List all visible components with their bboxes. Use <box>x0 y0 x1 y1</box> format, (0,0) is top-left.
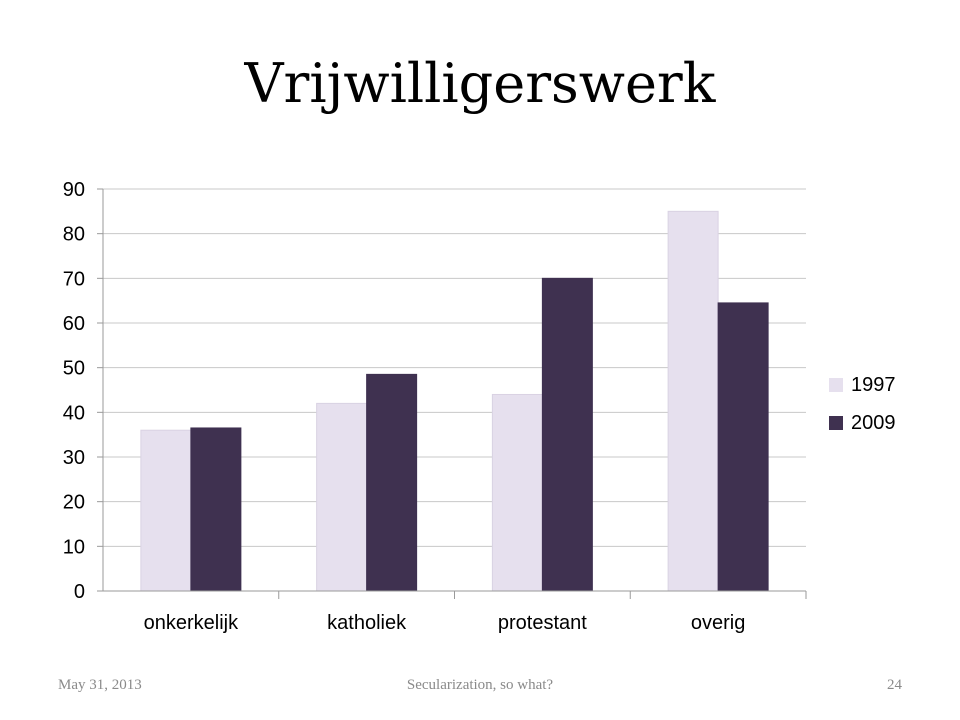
footer-date: May 31, 2013 <box>58 677 142 693</box>
bar-2009-katholiek <box>366 373 418 592</box>
y-tick-label: 90 <box>63 179 85 201</box>
legend-label-1997: 1997 <box>851 374 896 396</box>
y-tick-label: 70 <box>63 268 85 290</box>
bar-2009-overig <box>717 302 769 592</box>
y-tick-label: 60 <box>63 313 85 335</box>
y-tick-label: 80 <box>63 224 85 246</box>
y-tick-label: 0 <box>74 581 85 603</box>
legend-label-2009: 2009 <box>851 412 896 434</box>
y-tick-label: 50 <box>63 358 85 380</box>
bar-1997-protestant <box>491 393 543 592</box>
x-tick-label-katholiek: katholiek <box>327 612 407 634</box>
footer-presentation-title: Secularization, so what? <box>406 677 554 693</box>
y-tick-label: 20 <box>63 492 85 514</box>
slide-title: Vrijwilligerswerk <box>244 52 716 115</box>
x-tick-label-protestant: protestant <box>498 612 587 634</box>
bar-1997-katholiek <box>316 402 368 592</box>
legend-swatch-2009 <box>829 416 843 430</box>
bar-2009-protestant <box>541 277 593 592</box>
bar-2009-onkerkelijk <box>190 427 242 592</box>
footer-page-number: 24 <box>887 677 902 693</box>
y-tick-label: 30 <box>63 447 85 469</box>
y-tick-label: 10 <box>63 536 85 558</box>
x-tick-label-overig: overig <box>691 612 745 634</box>
bar-1997-onkerkelijk <box>140 429 192 592</box>
axes <box>97 188 807 599</box>
x-tick-label-onkerkelijk: onkerkelijk <box>144 612 239 634</box>
bar-chart: 0 10 20 30 40 50 60 70 80 90 onkerkelijk katholiek… <box>63 179 896 634</box>
legend-swatch-1997 <box>829 378 843 392</box>
bars <box>140 210 769 592</box>
x-tick-labels: onkerkelijk katholiek protestant overig <box>144 612 746 634</box>
y-tick-labels: 0 10 20 30 40 50 60 70 80 90 <box>63 179 85 603</box>
y-tick-label: 40 <box>63 402 85 424</box>
legend: 1997 2009 <box>829 374 896 434</box>
bar-1997-overig <box>667 210 719 592</box>
